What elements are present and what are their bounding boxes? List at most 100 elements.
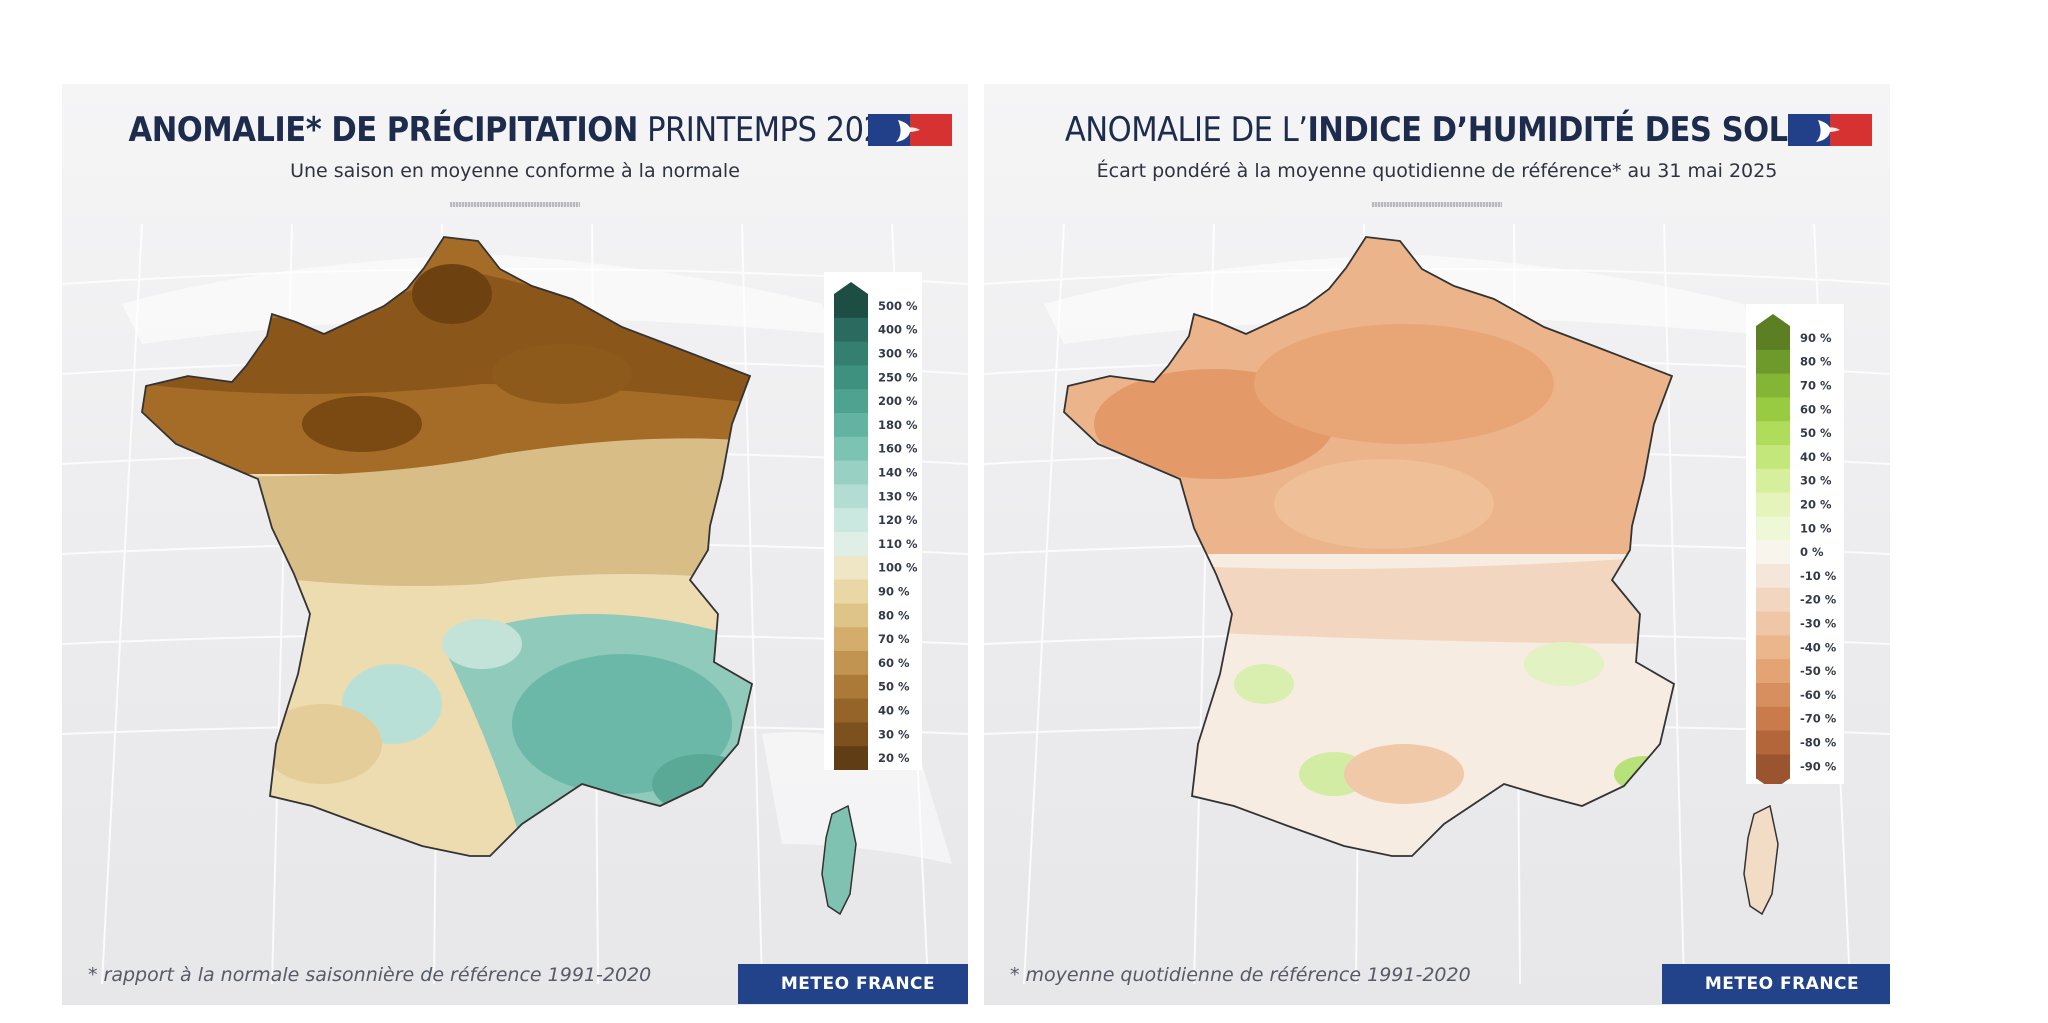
legend-swatch bbox=[834, 555, 868, 581]
legend-label: 110 % bbox=[878, 537, 918, 551]
soil-moisture-anomaly-panel: ANOMALIE DE L’INDICE D’HUMIDITÉ DES SOLS… bbox=[984, 84, 1890, 1005]
legend-label: 20 % bbox=[878, 751, 910, 765]
legend-swatch bbox=[1756, 492, 1790, 517]
legend-swatch bbox=[834, 627, 868, 652]
legend-swatch bbox=[1756, 730, 1790, 755]
legend-swatch bbox=[1756, 373, 1790, 398]
legend-label: -80 % bbox=[1800, 736, 1837, 750]
legend-label: -90 % bbox=[1800, 759, 1837, 773]
legend-swatch bbox=[834, 651, 868, 676]
french-republic-logo bbox=[868, 114, 952, 146]
legend-label: 40 % bbox=[1800, 450, 1832, 464]
soil-moisture-legend: 90 % 80 % 70 % 60 % 50 % 40 % 30 % 20 % 10 % 0 % -… bbox=[1746, 304, 1844, 784]
precipitation-legend: 500 % 400 % 300 % 250 % 200 % 180 % 160 % 140 %… bbox=[824, 272, 922, 770]
legend-label: 400 % bbox=[878, 323, 918, 337]
legend-swatch bbox=[834, 746, 868, 770]
legend-swatch bbox=[1756, 421, 1790, 446]
legend-swatch bbox=[1756, 587, 1790, 613]
legend-label: 40 % bbox=[878, 704, 910, 718]
legend-swatch bbox=[1756, 349, 1790, 375]
legend-label: 90 % bbox=[878, 585, 910, 599]
legend-swatch bbox=[834, 413, 868, 438]
footnote: * rapport à la normale saisonnière de ré… bbox=[88, 964, 652, 986]
title-divider bbox=[450, 202, 580, 207]
legend-label: 80 % bbox=[1800, 355, 1832, 369]
corsica bbox=[1743, 804, 1779, 916]
legend-label: 90 % bbox=[1800, 331, 1832, 345]
legend-label: 140 % bbox=[878, 466, 918, 480]
legend-swatch bbox=[1756, 445, 1790, 470]
legend-swatch bbox=[1756, 706, 1790, 732]
legend-label: 200 % bbox=[878, 394, 918, 408]
legend-swatch bbox=[834, 484, 868, 509]
legend-label: -10 % bbox=[1800, 569, 1837, 583]
legend-swatch bbox=[834, 674, 868, 700]
legend-arrow-bottom bbox=[1756, 778, 1790, 784]
legend-swatch bbox=[834, 341, 868, 366]
legend-swatch bbox=[1756, 754, 1790, 779]
legend-label: -60 % bbox=[1800, 688, 1837, 702]
legend-arrow-top bbox=[1756, 314, 1790, 326]
legend-label: 30 % bbox=[878, 727, 910, 741]
legend-label: 50 % bbox=[878, 680, 910, 694]
corsica bbox=[821, 804, 857, 916]
meteo-france-logo: METEO FRANCE bbox=[1662, 964, 1890, 1004]
legend-swatch bbox=[1756, 516, 1790, 541]
french-republic-logo bbox=[1788, 114, 1872, 146]
legend-swatch bbox=[1756, 611, 1790, 636]
legend-swatch bbox=[834, 532, 868, 557]
map-subtitle: Une saison en moyenne conforme à la norm… bbox=[290, 160, 740, 182]
legend-swatch bbox=[1756, 683, 1790, 708]
legend-label: 500 % bbox=[878, 299, 918, 313]
legend-label: 80 % bbox=[878, 608, 910, 622]
legend-label: 70 % bbox=[878, 632, 910, 646]
map-title: ANOMALIE* DE PRÉCIPITATION PRINTEMPS 202… bbox=[128, 110, 902, 150]
map-title: ANOMALIE DE L’INDICE D’HUMIDITÉ DES SOLS bbox=[1064, 110, 1810, 150]
legend-arrow-top bbox=[834, 282, 868, 294]
legend-swatch bbox=[1756, 564, 1790, 589]
legend-swatch bbox=[834, 294, 868, 319]
legend-swatch bbox=[1756, 326, 1790, 351]
legend-swatch bbox=[834, 389, 868, 414]
legend-swatch bbox=[834, 436, 868, 462]
legend-label: 160 % bbox=[878, 442, 918, 456]
meteo-france-logo: METEO FRANCE bbox=[738, 964, 968, 1004]
legend-swatch bbox=[834, 317, 868, 343]
legend-label: 10 % bbox=[1800, 521, 1832, 535]
title-divider bbox=[1372, 202, 1502, 207]
precipitation-anomaly-panel: ANOMALIE* DE PRÉCIPITATION PRINTEMPS 202… bbox=[62, 84, 968, 1005]
legend-label: 130 % bbox=[878, 489, 918, 503]
legend-label: 120 % bbox=[878, 513, 918, 527]
legend-label: 60 % bbox=[878, 656, 910, 670]
legend-swatch bbox=[834, 365, 868, 390]
legend-swatch bbox=[1756, 659, 1790, 684]
legend-swatch bbox=[834, 603, 868, 628]
legend-label: -50 % bbox=[1800, 664, 1837, 678]
legend-label: 60 % bbox=[1800, 402, 1832, 416]
legend-swatch bbox=[834, 579, 868, 604]
legend-label: -40 % bbox=[1800, 640, 1837, 654]
legend-swatch bbox=[1756, 397, 1790, 422]
legend-label: 50 % bbox=[1800, 426, 1832, 440]
legend-label: 70 % bbox=[1800, 379, 1832, 393]
soil-moisture-map bbox=[1063, 236, 1779, 916]
legend-label: 0 % bbox=[1800, 545, 1824, 559]
footnote: * moyenne quotidienne de référence 1991-… bbox=[1010, 964, 1471, 986]
map-subtitle: Écart pondéré à la moyenne quotidienne d… bbox=[1096, 160, 1778, 182]
legend-swatch bbox=[834, 698, 868, 723]
legend-label: 300 % bbox=[878, 347, 918, 361]
legend-label: -20 % bbox=[1800, 593, 1837, 607]
legend-swatch bbox=[1756, 635, 1790, 660]
legend-swatch bbox=[1756, 468, 1790, 494]
legend-swatch bbox=[834, 508, 868, 533]
legend-swatch bbox=[1756, 540, 1790, 565]
legend-swatch bbox=[834, 460, 868, 485]
legend-label: 20 % bbox=[1800, 498, 1832, 512]
precipitation-map bbox=[141, 236, 857, 916]
legend-label: -70 % bbox=[1800, 712, 1837, 726]
legend-swatch bbox=[834, 722, 868, 747]
legend-label: -30 % bbox=[1800, 617, 1837, 631]
legend-label: 180 % bbox=[878, 418, 918, 432]
legend-label: 250 % bbox=[878, 370, 918, 384]
legend-label: 100 % bbox=[878, 561, 918, 575]
